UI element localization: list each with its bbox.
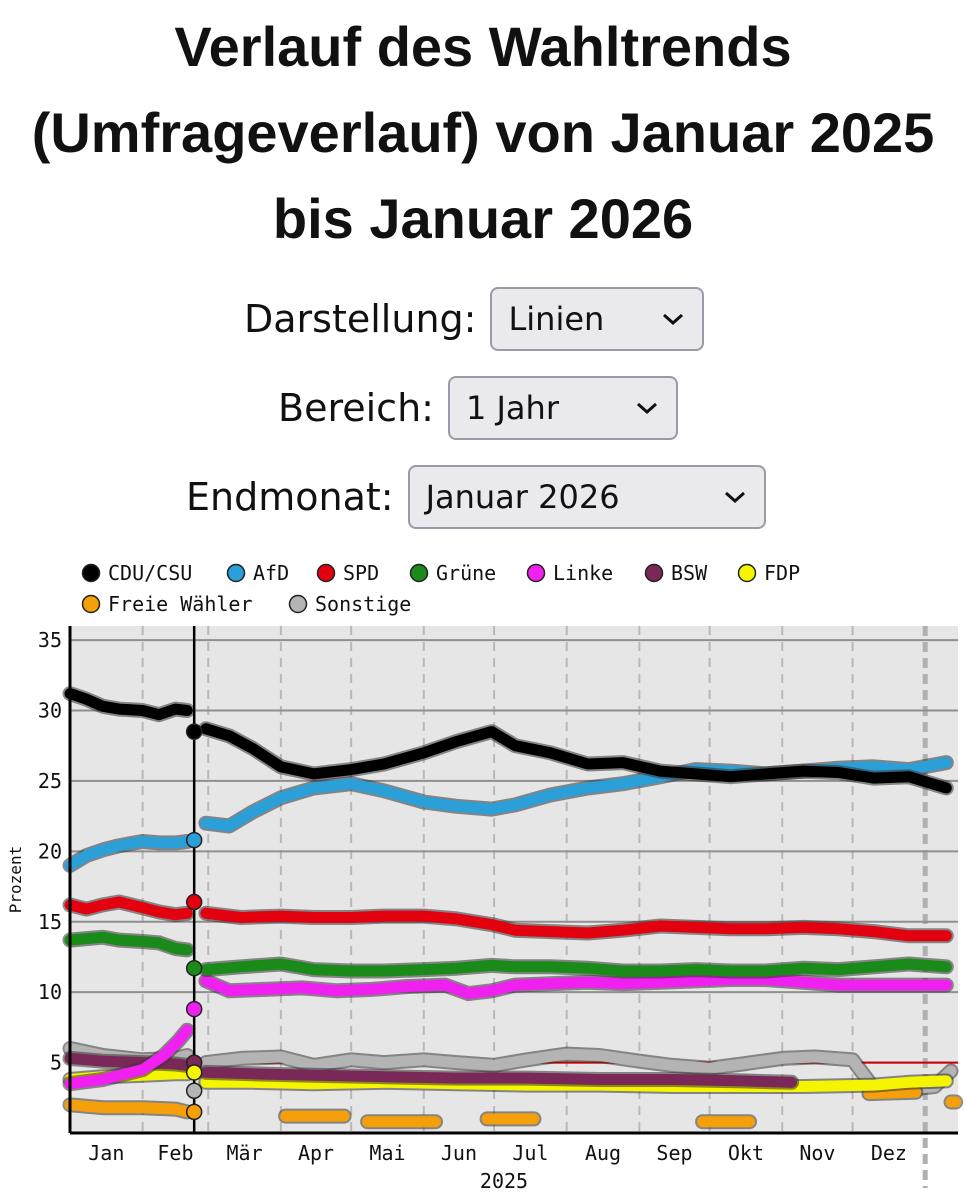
endmonat-row: Endmonat: Januar 2026 (186, 465, 766, 529)
y-tick-label: 5 (50, 1051, 62, 1075)
legend-swatch (526, 563, 546, 583)
x-tick-label: Aug (585, 1141, 621, 1165)
marker-point (185, 1064, 203, 1081)
series-spd (62, 894, 954, 944)
series-cdu-csu (62, 686, 954, 796)
legend-swatch (409, 563, 429, 583)
y-tick-label: 35 (38, 628, 62, 652)
marker-point (185, 831, 203, 849)
legend-item: Linke (526, 561, 613, 585)
legend-item: Freie Wähler (81, 592, 253, 616)
legend-item: SPD (316, 561, 379, 585)
endmonat-label: Endmonat: (186, 475, 394, 519)
legend-label: Linke (553, 561, 613, 585)
x-tick-label: Okt (728, 1141, 764, 1165)
x-tick-label: Mär (226, 1141, 262, 1165)
series-freie-w-hler (62, 1084, 964, 1130)
x-tick-label: Dez (871, 1141, 907, 1165)
y-tick-label: 15 (38, 910, 62, 934)
series-line (863, 1086, 922, 1100)
y-tick-label: 30 (38, 699, 62, 723)
series-bsw (62, 1050, 800, 1090)
x-tick-label: Jun (441, 1141, 477, 1165)
x-tick-label: Jul (512, 1141, 548, 1165)
chevron-down-icon (724, 491, 745, 504)
legend: CDU/CSU AfD SPD Grüne Linke BSW FDP Freie Wähle… (81, 561, 800, 616)
darstellung-row: Darstellung: Linien (244, 287, 705, 351)
legend-label: Grüne (436, 561, 496, 585)
legend-item: BSW (644, 561, 708, 585)
x-tick-label: Mai (369, 1141, 405, 1165)
series-line (200, 1048, 957, 1095)
legend-swatch (288, 594, 308, 614)
legend-item: Grüne (409, 561, 496, 585)
legend-swatch (226, 563, 246, 583)
x-tick-label: Sep (656, 1141, 692, 1165)
x-tick-label: Jan (88, 1141, 124, 1165)
legend-swatch (644, 563, 664, 583)
legend-label: Sonstige (315, 592, 411, 616)
series-line (200, 974, 952, 1000)
legend-label: FDP (764, 561, 800, 585)
chevron-down-icon (636, 402, 657, 415)
legend-item: FDP (737, 561, 800, 585)
legend-label: SPD (343, 561, 379, 585)
series-line (64, 688, 193, 721)
series-line (64, 1024, 193, 1090)
legend-label: BSW (671, 561, 708, 585)
election-trend-chart: Jan Feb Mär Apr Mai Jun Jul Aug Sep Okt Nov Dez 5 10 1… (6, 561, 964, 1193)
y-axis-title: Prozent (6, 846, 25, 913)
marker-point (185, 1103, 203, 1121)
chevron-down-icon (663, 313, 684, 326)
legend-swatch (316, 563, 336, 583)
legend-item: CDU/CSU (81, 561, 192, 585)
marker-point (185, 1000, 203, 1018)
series-gr-ne (62, 929, 954, 979)
bereich-label: Bereich: (278, 386, 434, 430)
y-tick-label: 20 (38, 839, 62, 863)
legend-swatch (81, 594, 101, 614)
series-line (200, 958, 952, 977)
x-tick-label: Feb (157, 1141, 193, 1165)
series-line (200, 1066, 798, 1088)
series-linke (62, 972, 954, 1092)
legend-swatch (81, 563, 101, 583)
y-tick-label: 10 (38, 980, 62, 1004)
legend-label: AfD (253, 561, 289, 585)
y-tick-label: 25 (38, 769, 62, 793)
bereich-row: Bereich: 1 Jahr (278, 376, 678, 440)
x-tick-label: Apr (298, 1141, 334, 1165)
bereich-value: 1 Jahr (465, 389, 559, 427)
darstellung-select[interactable]: Linien (490, 287, 705, 351)
x-tick-label: Nov (799, 1141, 835, 1165)
darstellung-label: Darstellung: (244, 297, 477, 341)
marker-point (185, 893, 203, 911)
series-line (64, 836, 193, 871)
page-title: Verlauf des Wahltrends (Umfrageverlauf) … (31, 15, 935, 250)
marker-point (185, 1082, 203, 1099)
endmonat-select[interactable]: Januar 2026 (407, 465, 766, 529)
legend-label: CDU/CSU (108, 561, 192, 585)
legend-swatch (737, 563, 757, 583)
bereich-select[interactable]: 1 Jahr (447, 376, 678, 440)
series-line (200, 723, 952, 794)
legend-label: Freie Wähler (108, 592, 253, 616)
series-line (200, 907, 952, 942)
series-line (64, 1099, 193, 1118)
legend-item: Sonstige (288, 592, 411, 616)
marker-point (185, 723, 203, 740)
endmonat-value: Januar 2026 (425, 478, 620, 516)
series-line (64, 931, 193, 956)
legend-item: AfD (226, 561, 289, 585)
darstellung-value: Linien (508, 300, 605, 338)
marker-point (185, 959, 203, 977)
series-line (64, 896, 193, 921)
x-axis-title: 2025 (480, 1169, 528, 1193)
